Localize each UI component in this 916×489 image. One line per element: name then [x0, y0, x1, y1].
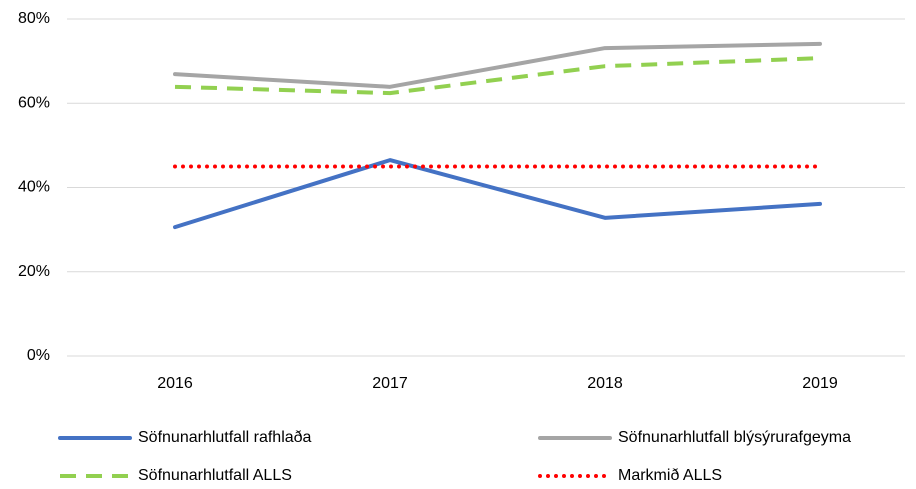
- x-tick-label: 2018: [587, 375, 623, 392]
- y-tick-label: 0%: [27, 347, 50, 364]
- x-tick-label: 2016: [157, 375, 193, 392]
- legend-label: Söfnunarhlutfall ALLS: [138, 467, 292, 484]
- y-tick-label: 80%: [18, 10, 50, 27]
- y-tick-label: 40%: [18, 179, 50, 196]
- y-tick-label: 20%: [18, 263, 50, 280]
- y-tick-label: 60%: [18, 94, 50, 111]
- series-line: [174, 56, 821, 96]
- legend-label: Söfnunarhlutfall rafhlaða: [138, 429, 312, 446]
- series-line: [173, 158, 822, 230]
- series-line: [173, 41, 822, 89]
- x-tick-label: 2019: [802, 375, 838, 392]
- x-tick-label: 2017: [372, 375, 408, 392]
- legend-label: Markmið ALLS: [618, 467, 722, 484]
- legend-label: Söfnunarhlutfall blýsýrurafgeyma: [618, 429, 851, 446]
